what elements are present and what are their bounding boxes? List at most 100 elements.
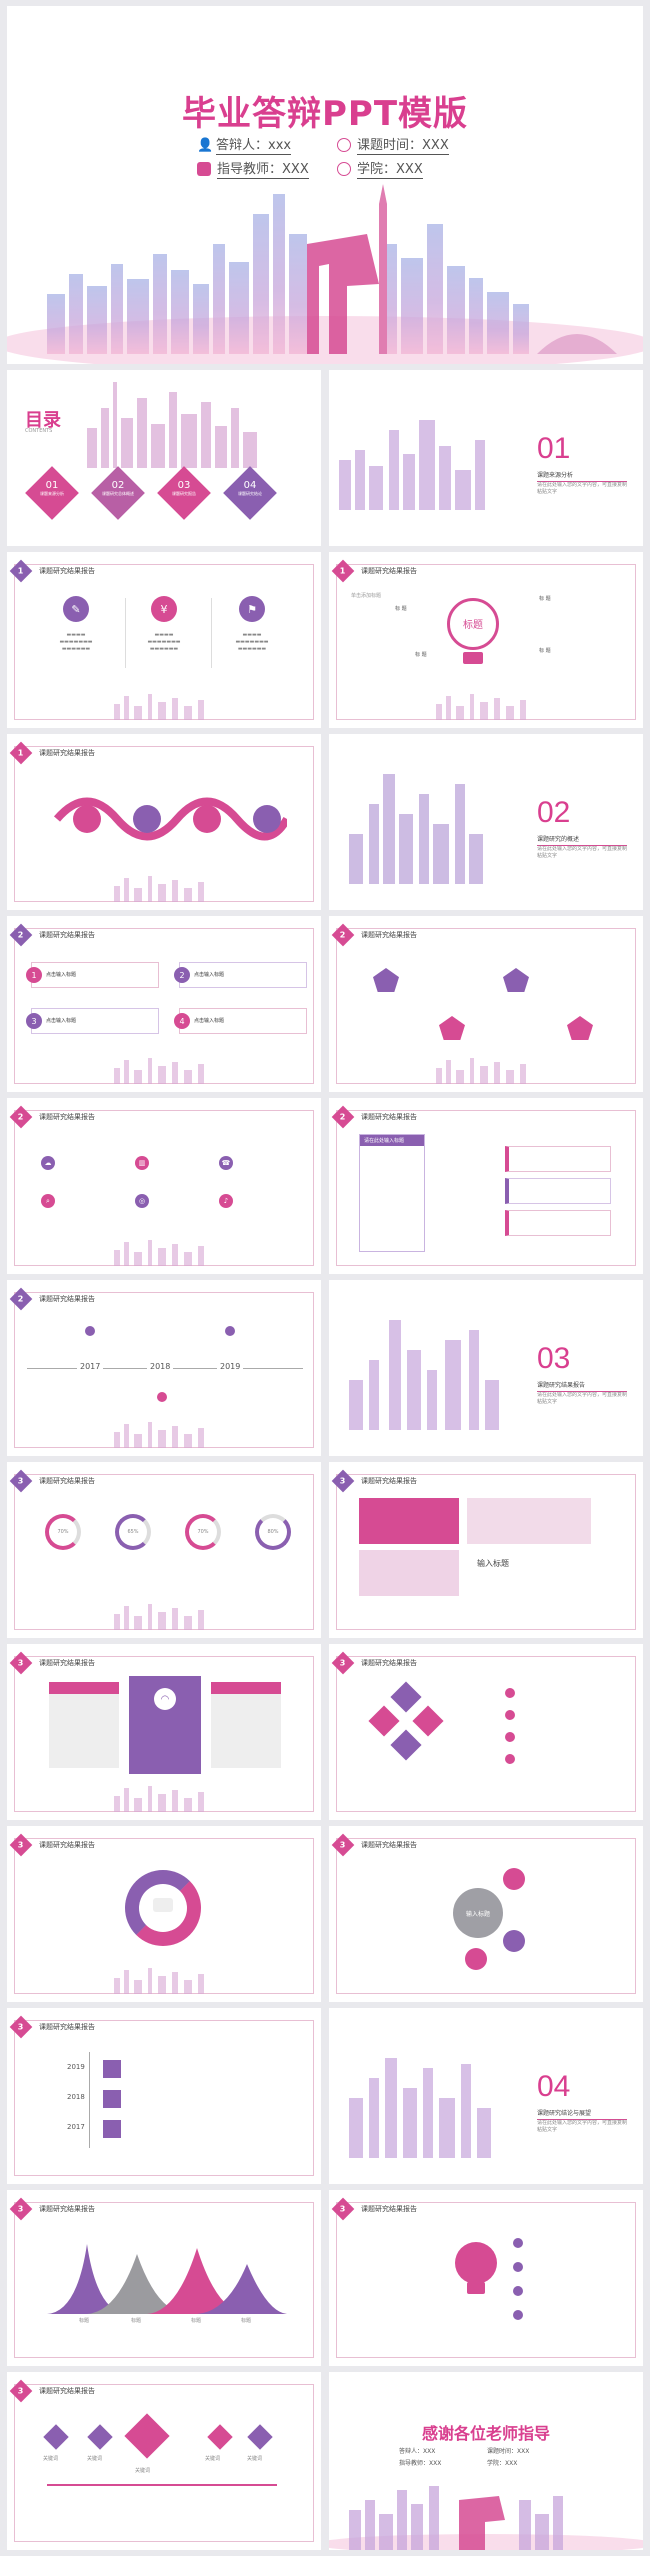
slide-header: 3 课题研究结果报告 [9, 1833, 98, 1857]
slide-photo-blocks[interactable]: 3 课题研究结果报告 输入标题 [329, 1462, 643, 1638]
slide-vertical-timeline[interactable]: 3 课题研究结果报告 2019 2018 2017 [7, 2008, 321, 2184]
section-01-slide[interactable]: 01 课题来源分析 请在此处输入您的文字内容，可直接复制粘贴文字 [329, 370, 643, 546]
slide-header: 3 课题研究结果报告 [331, 1469, 420, 1493]
section-03-slide[interactable]: 03 课题研究结果报告 请在此处输入您的文字内容，可直接复制粘贴文字 [329, 1280, 643, 1456]
slide-header: 2 课题研究结果报告 [9, 1287, 98, 1311]
pen-icon: ✎ [63, 596, 89, 622]
slide-wave-process[interactable]: 1 课题研究结果报告 [7, 734, 321, 910]
toc-slide[interactable]: 目录 CONTENTS 01 课题来源分析 02 课题研究总体概述 03 课题研究报告… [7, 370, 321, 546]
toc-subtitle: CONTENTS [25, 428, 53, 434]
car-icon [153, 1898, 173, 1912]
footer-skyline [436, 1058, 526, 1084]
bulb-label: 标题 [463, 620, 483, 631]
slide-bulb[interactable]: 1 课题研究结果报告 单击添加标题 标题 标 题 标 题 标 题 标 题 [329, 552, 643, 728]
slide-icon-grid[interactable]: 2 课题研究结果报告 ☁ ▥ ☎ ⌕ ◎ ♪ [7, 1098, 321, 1274]
photo-block [467, 1498, 591, 1544]
section-02-slide[interactable]: 02 课题研究的概述 请在此处输入您的文字内容，可直接复制粘贴文字 [329, 734, 643, 910]
slide-three-icons[interactable]: 1 课题研究结果报告 ✎ ¥ ⚑ ▬▬▬▬ ▬▬▬▬▬▬▬ ▬▬▬▬▬▬ ▬▬▬▬ ▬▬… [7, 552, 321, 728]
ending-skyline [329, 2486, 643, 2550]
wifi-icon: ◠ [154, 1688, 176, 1710]
topic-time-field: 课题时间：XXX [337, 134, 449, 155]
text-card-1 [505, 1146, 611, 1172]
ring-3: 70% [185, 1514, 221, 1550]
pink-block [359, 1498, 459, 1544]
list-icon [513, 2262, 523, 2272]
footer-skyline [114, 1058, 204, 1084]
section-number: 01 [537, 432, 571, 465]
slide-header: 2 课题研究结果报告 [331, 923, 420, 947]
footer-skyline [436, 694, 526, 720]
slide-header: 1 课题研究结果报告 [331, 559, 420, 583]
slide-header: 3 课题研究结果报告 [9, 2379, 98, 2403]
section-number: 04 [537, 2070, 571, 2103]
person-icon: 👤 [197, 137, 214, 153]
clock-icon [337, 137, 351, 152]
item-card-1[interactable]: 1 点击输入标题 [26, 962, 159, 988]
college-field: 学院：XXX [337, 158, 423, 179]
footer-skyline [114, 694, 204, 720]
chart-icon: ▥ [135, 1156, 149, 1170]
section-skyline [339, 420, 485, 510]
slide-timeline[interactable]: 2 课题研究结果报告 2017 2018 2019 [7, 1280, 321, 1456]
slide-header: 3 课题研究结果报告 [9, 1651, 98, 1675]
image-icon [103, 2060, 121, 2078]
wave-process-graphic [53, 797, 287, 841]
section-number: 02 [537, 796, 571, 829]
slide-keyword-diamonds[interactable]: 3 课题研究结果报告 关键词 关键词 关键词 关键词 关键词 [7, 2372, 321, 2550]
ring-2: 65% [115, 1514, 151, 1550]
satellite-circle [503, 1930, 525, 1952]
timeline-year-2018: 2018 [147, 1362, 174, 1371]
list-icon [513, 2310, 523, 2320]
section-title: 课题研究结论与展望 [537, 2108, 627, 2120]
slide-three-cards[interactable]: 3 课题研究结果报告 ◠ [7, 1644, 321, 1820]
toc-items: 01 课题来源分析 02 课题研究总体概述 03 课题研究报告 04 课题研究结论 [25, 466, 305, 528]
list-icon [505, 1754, 515, 1764]
section-desc: 请在此处输入您的文字内容，可直接复制粘贴文字 [537, 482, 628, 495]
timeline-year-2017: 2017 [77, 1362, 104, 1371]
search-icon: ⌕ [41, 1194, 55, 1208]
section-desc: 请在此处输入您的文字内容，可直接复制粘贴文字 [537, 1392, 628, 1405]
cover-slide[interactable]: 毕业答辩PPT模版 👤 答辩人：xxx 课题时间：XXX 指导教师：XXX 学院… [7, 6, 643, 364]
footer-skyline [114, 876, 204, 902]
slide-rings[interactable]: 3 课题研究结果报告 70% 65% 70% 80% [7, 1462, 321, 1638]
satellite-circle [503, 1868, 525, 1890]
section-title: 课题来源分析 [537, 470, 627, 482]
section-number: 03 [537, 1342, 571, 1375]
slide-pentagons[interactable]: 2 课题研究结果报告 [329, 916, 643, 1092]
pin-icon [225, 1326, 235, 1336]
footer-skyline [114, 1422, 204, 1448]
section-skyline [349, 774, 483, 884]
slide-bulb-list[interactable]: 3 课题研究结果报告 [329, 2190, 643, 2366]
slide-center-circle[interactable]: 3 课题研究结果报告 输入标题 [329, 1826, 643, 2002]
slide-header: 3 课题研究结果报告 [331, 1651, 420, 1675]
item-card-2[interactable]: 2 点击输入标题 [174, 962, 307, 988]
section-04-slide[interactable]: 04 课题研究结论与展望 请在此处输入您的文字内容，可直接复制粘贴文字 [329, 2008, 643, 2184]
image-icon [103, 2120, 121, 2138]
phone-icon: ☎ [219, 1156, 233, 1170]
ring-4: 80% [255, 1514, 291, 1550]
image-panel: 请在此处输入标题 [359, 1134, 425, 1252]
slide-diamond-cluster[interactable]: 3 课题研究结果报告 [329, 1644, 643, 1820]
item-card-4[interactable]: 4 点击输入标题 [174, 1008, 307, 1034]
list-icon [505, 1732, 515, 1742]
list-icon [505, 1710, 515, 1720]
slide-cycle[interactable]: 3 课题研究结果报告 [7, 1826, 321, 2002]
slide-peaks[interactable]: 3 课题研究结果报告 标题 标题 标题 标题 [7, 2190, 321, 2366]
image-icon [103, 2090, 121, 2108]
toc-title: 目录 [25, 410, 61, 431]
bulb-icon [455, 2242, 497, 2284]
ending-title: 感谢各位老师指导 [421, 2424, 550, 2443]
timeline-year-2019: 2019 [217, 1362, 244, 1371]
item-card-3[interactable]: 3 点击输入标题 [26, 1008, 159, 1034]
presenter-field: 👤 答辩人：xxx [197, 134, 292, 155]
ending-slide[interactable]: 感谢各位老师指导 答辩人：XXX 课题时间：XXX 指导教师：XXX 学院：XX… [329, 2372, 643, 2550]
slide-photo-list[interactable]: 2 课题研究结果报告 请在此处输入标题 [329, 1098, 643, 1274]
slide-four-items[interactable]: 2 课题研究结果报告 1 点击输入标题 2 点击输入标题 3 点击输入标题 4 点击输入标… [7, 916, 321, 1092]
section-title: 课题研究的概述 [537, 834, 627, 846]
toc-skyline [87, 382, 257, 468]
timeline-axis [89, 2052, 90, 2148]
center-circle: 输入标题 [453, 1888, 503, 1938]
add-title-label: 单击添加标题 [351, 593, 382, 599]
slide-header: 1 课题研究结果报告 [9, 559, 98, 583]
